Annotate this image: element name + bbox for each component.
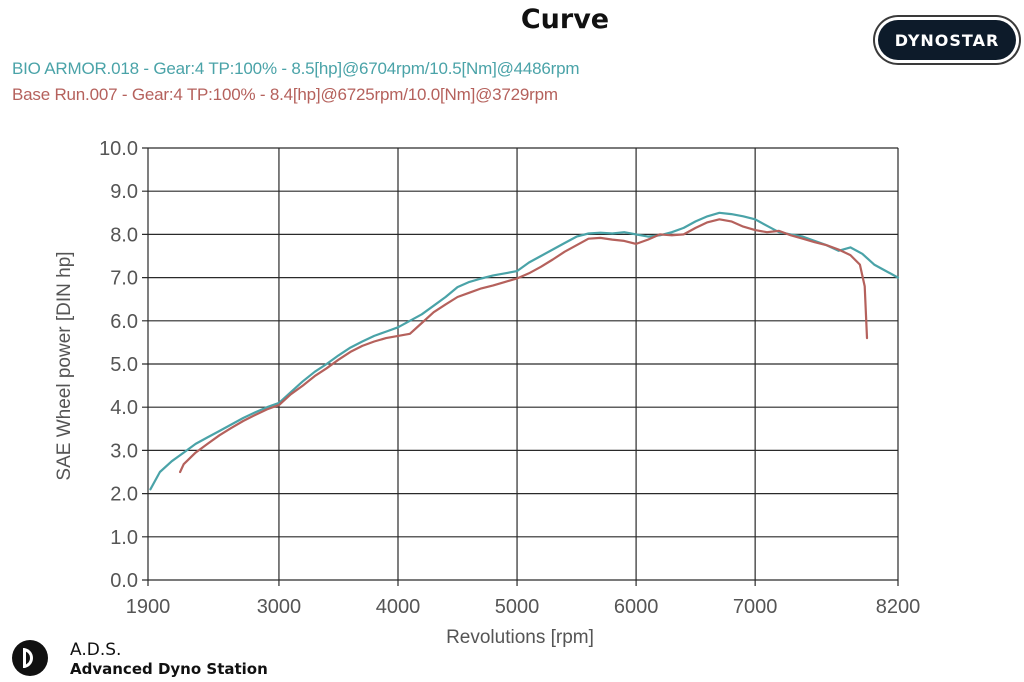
- x-tick-label: 3000: [257, 596, 302, 618]
- y-tick-label: 7.0: [110, 268, 138, 290]
- grid: [142, 147, 899, 586]
- y-tick-label: 3.0: [110, 440, 138, 462]
- chart-title: Curve: [520, 4, 610, 35]
- ads-subtitle: Advanced Dyno Station: [70, 660, 268, 678]
- x-tick-label: 5000: [495, 596, 540, 618]
- y-tick-label: 0.0: [110, 570, 138, 592]
- x-tick-label: 4000: [376, 596, 421, 618]
- legend-entry-series-1: BIO ARMOR.018 - Gear:4 TP:100% - 8.5[hp]…: [12, 59, 580, 78]
- x-axis-ticks: 1900 3000 4000 5000 6000 7000 8200: [126, 596, 921, 618]
- x-tick-label: 8200: [876, 596, 921, 618]
- y-tick-label: 9.0: [110, 181, 138, 203]
- x-tick-label: 6000: [614, 596, 659, 618]
- series-line-2: [179, 218, 869, 474]
- series-layer: [149, 211, 900, 491]
- y-tick-label: 2.0: [110, 484, 138, 506]
- x-tick-label: 1900: [126, 596, 171, 618]
- y-tick-label: 10.0: [99, 138, 138, 160]
- ads-logo-icon: [12, 640, 48, 676]
- y-tick-label: 6.0: [110, 311, 138, 333]
- x-tick-label: 7000: [733, 596, 778, 618]
- y-axis-label: SAE Wheel power [DIN hp]: [54, 251, 75, 480]
- x-axis-label: Revolutions [rpm]: [446, 627, 594, 648]
- y-tick-label: 1.0: [110, 527, 138, 549]
- y-axis-ticks: 0.0 1.0 2.0 3.0 4.0 5.0 6.0 7.0 8.0 9.0 10.0: [99, 138, 138, 592]
- y-tick-label: 5.0: [110, 354, 138, 376]
- dynostar-logo: DYNOSTAR: [878, 20, 1016, 60]
- legend-entry-series-2: Base Run.007 - Gear:4 TP:100% - 8.4[hp]@…: [12, 85, 558, 104]
- brand-badge-text: DYNOSTAR: [894, 30, 1000, 50]
- ads-title: A.D.S.: [70, 640, 122, 660]
- y-tick-label: 4.0: [110, 397, 138, 419]
- series-line-1: [149, 211, 900, 491]
- y-tick-label: 8.0: [110, 224, 138, 246]
